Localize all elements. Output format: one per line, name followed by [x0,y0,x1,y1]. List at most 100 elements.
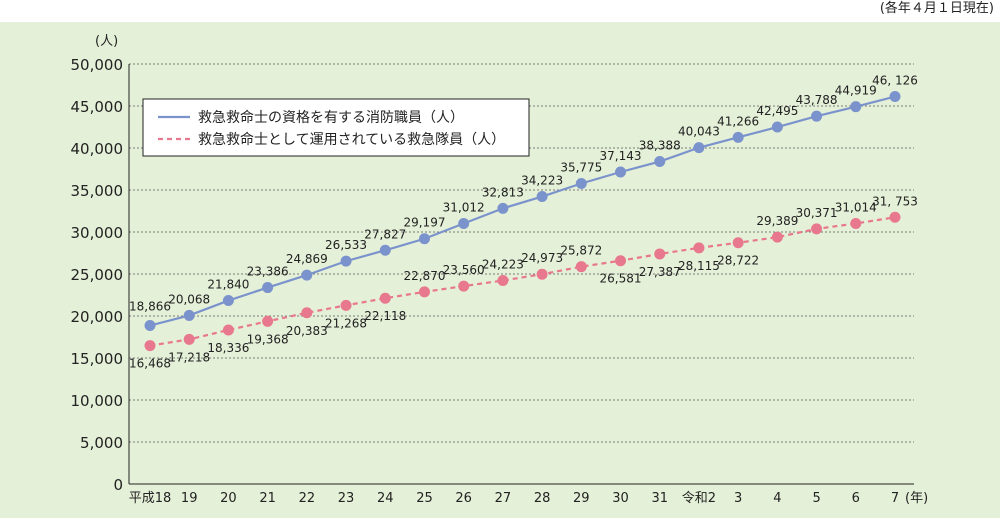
data-point [222,324,234,336]
data-label: 37,143 [600,149,642,163]
data-point [811,110,823,122]
y-tick-label: 35,000 [71,182,124,200]
data-point [458,217,470,229]
legend-label: 救急救命士として運用されている救急隊員（人） [198,131,505,148]
x-tick-label: 22 [299,491,316,506]
data-point [536,268,548,280]
data-point [654,156,666,168]
data-label: 28,722 [717,254,759,268]
data-point [418,286,430,298]
x-tick-label: 26 [455,491,472,506]
data-label: 22,118 [364,309,406,323]
data-point [850,217,862,229]
chart-panel: 0 5,000 10,000 15,000 20,000 25,000 30,000 35,0… [0,22,1000,518]
data-label: 31,012 [443,200,485,214]
data-point [575,261,587,273]
data-label: 42,495 [756,104,798,118]
data-label: 27,387 [639,265,681,279]
x-tick-label: 平成18 [129,491,172,506]
data-point [850,101,862,113]
data-point [262,282,274,294]
data-label: 20,383 [286,324,328,338]
y-tick-label: 45,000 [71,98,124,116]
data-label: 40,043 [678,125,720,139]
x-tick-label: 28 [534,491,551,506]
x-tick-label: 24 [377,491,394,506]
data-label: 18,336 [207,341,249,355]
data-point [379,244,391,256]
date-note: (各年４月１日現在) [879,1,994,16]
data-label: 23,560 [443,263,485,277]
data-label: 24,973 [521,251,563,265]
y-tick-label: 20,000 [71,308,124,326]
data-point [222,295,234,307]
data-label: 29,389 [756,214,798,228]
x-tick-label: 19 [181,491,198,506]
data-label: 29,197 [403,216,445,230]
data-point [615,166,627,178]
data-point [458,280,470,292]
data-point [615,255,627,267]
data-label: 26,581 [600,272,642,286]
data-label: 43,788 [796,93,838,107]
data-point [183,309,195,321]
x-tick-label: 27 [495,491,512,506]
x-tick-label: 29 [573,491,590,506]
x-tick-label: 21 [259,491,276,506]
data-label: 22,870 [403,269,445,283]
data-point [301,307,313,319]
x-tick-label: 3 [734,491,742,506]
data-label: 31, 753 [872,194,918,208]
x-tick-label: 6 [852,491,860,506]
data-point [771,121,783,133]
data-point [183,333,195,345]
x-tick-label: 20 [220,491,237,506]
data-label: 30,371 [796,206,838,220]
x-tick-label: 31 [651,491,668,506]
legend-label: 救急救命士の資格を有する消防職員（人） [198,109,464,126]
line-chart: 0 5,000 10,000 15,000 20,000 25,000 30,000 35,0… [71,34,929,506]
data-label: 21,840 [207,278,249,292]
data-point [889,91,901,103]
data-point [144,340,156,352]
x-axis-unit: (年) [905,491,928,506]
data-point [771,231,783,243]
data-label: 25,872 [560,244,602,258]
y-tick-label: 5,000 [80,434,123,452]
data-label: 24,869 [286,252,328,266]
x-tick-label: 令和2 [682,491,716,506]
y-tick-label: 10,000 [71,392,124,410]
y-tick-label: 40,000 [71,140,124,158]
x-tick-label: 4 [773,491,781,506]
data-point [693,142,705,154]
data-point [732,237,744,249]
data-point [379,292,391,304]
data-point [536,191,548,203]
data-label: 24,223 [482,258,524,272]
data-label: 20,068 [168,292,210,306]
data-point [301,269,313,281]
data-label: 18,866 [129,300,171,314]
data-point [732,131,744,143]
data-label: 41,266 [717,114,759,128]
data-point [340,255,352,267]
x-tick-label: 25 [416,491,433,506]
data-label: 28,115 [678,259,720,273]
data-label: 27,827 [364,227,406,241]
x-tick-label: 5 [812,491,820,506]
y-tick-label: 15,000 [71,350,124,368]
y-tick-label: 50,000 [71,56,124,74]
data-label: 21,268 [325,316,367,330]
y-axis-unit: (人) [95,34,118,49]
x-tick-label: 7 [891,491,899,506]
series-line [149,95,896,327]
x-tick-label: 23 [338,491,355,506]
data-point [693,242,705,254]
data-point [889,211,901,223]
data-point [340,299,352,311]
data-label: 46, 126 [872,74,918,88]
data-label: 44,919 [835,84,877,98]
data-label: 16,468 [129,357,171,371]
data-point [497,275,509,287]
data-label: 35,775 [560,160,602,174]
